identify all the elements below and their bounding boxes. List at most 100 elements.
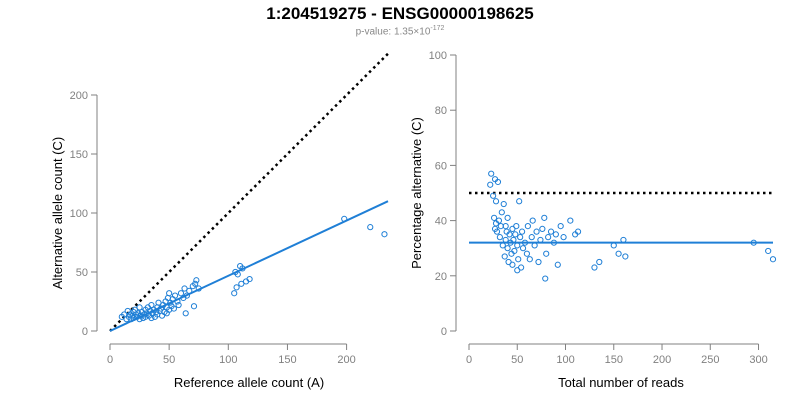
data-point [513, 223, 520, 230]
data-point [186, 287, 193, 294]
data-point [610, 242, 617, 249]
data-point [510, 236, 517, 244]
data-point [545, 234, 552, 241]
data-point [591, 264, 598, 271]
data-point [499, 242, 506, 249]
data-point [512, 231, 519, 238]
data-point [182, 310, 189, 317]
data-point [494, 178, 502, 186]
data-point [506, 231, 513, 238]
y-tick-label: 100 [70, 208, 88, 220]
data-point [531, 242, 538, 249]
x-tick-label: 300 [749, 354, 767, 366]
y-axis-title: Alternative allele count (C) [50, 137, 65, 289]
data-point [574, 228, 582, 235]
panel-right: 0 20 40 60 80 100 0 50 100 150 200 250 300 Total numb… [409, 50, 777, 390]
data-point [541, 214, 548, 221]
data-point [765, 247, 772, 255]
data-point [136, 304, 143, 311]
data-point [514, 242, 521, 249]
x-axis-title: Reference allele count (A) [174, 375, 324, 390]
x-tick-label: 100 [219, 354, 237, 366]
x-tick-label: 100 [556, 354, 574, 366]
data-point [554, 261, 561, 268]
x-tick-label: 50 [511, 354, 523, 366]
x-tick-label: 200 [337, 354, 355, 366]
data-point [515, 256, 522, 263]
chart-title: 1:204519275 - ENSG00000198625 [266, 4, 534, 23]
data-point [526, 256, 533, 263]
data-point [246, 275, 253, 283]
data-point [490, 192, 497, 199]
y-tick-label: 20 [435, 271, 447, 283]
data-point [493, 228, 501, 235]
data-point [121, 311, 128, 318]
data-point [234, 271, 241, 278]
data-point [183, 292, 190, 299]
data-point [620, 236, 627, 244]
data-point [367, 224, 374, 231]
data-point [174, 298, 181, 305]
x-tick-label: 250 [701, 354, 719, 366]
data-point [148, 301, 155, 309]
data-point [238, 280, 245, 287]
data-point [517, 234, 524, 241]
data-point [769, 256, 777, 263]
y-tick-label: 100 [429, 50, 447, 62]
data-point [542, 275, 549, 282]
y-tick-label: 50 [76, 267, 88, 279]
data-point [155, 299, 162, 306]
y-tick-label: 40 [435, 216, 447, 228]
x-axis-title: Total number of reads [558, 375, 684, 390]
p-value-exponent: -172 [430, 25, 445, 32]
data-point [492, 198, 500, 205]
data-point [239, 265, 246, 272]
y-tick-label: 60 [435, 160, 447, 172]
data-point [533, 228, 540, 235]
panel-left: 0 50 100 150 200 0 50 100 150 200 Reference allele… [50, 52, 389, 390]
data-point [171, 292, 179, 299]
data-point [518, 264, 525, 271]
x-tick-label: 200 [653, 354, 671, 366]
y-tick-label: 0 [82, 326, 88, 338]
data-point [524, 223, 531, 230]
data-point [519, 245, 527, 252]
data-point [190, 303, 198, 310]
data-point [193, 277, 200, 284]
data-point [567, 217, 574, 224]
data-point [750, 239, 757, 246]
chart-subtitle: p-value: 1.35×10-172 [0, 25, 800, 37]
data-point [496, 234, 503, 241]
data-point [518, 228, 526, 235]
data-point [550, 239, 558, 246]
data-point [181, 285, 188, 292]
data-point [504, 245, 511, 252]
data-point [547, 228, 555, 235]
x-tick-label: 0 [107, 354, 113, 366]
x-tick-label: 0 [466, 354, 472, 366]
data-point [615, 250, 622, 257]
data-point [557, 223, 564, 230]
data-point [487, 181, 494, 188]
data-point [529, 217, 536, 224]
y-tick-label: 0 [441, 326, 447, 338]
data-point [498, 209, 505, 216]
data-point [488, 170, 495, 177]
data-point [516, 198, 523, 205]
x-tick-label: 50 [163, 354, 175, 366]
data-point [539, 225, 546, 232]
y-tick-label: 150 [70, 149, 88, 161]
x-tick-label: 150 [605, 354, 623, 366]
data-point [509, 261, 516, 268]
data-point [543, 250, 550, 257]
data-point [622, 253, 629, 260]
data-point [192, 280, 199, 287]
data-point [170, 305, 177, 312]
reference-line [109, 52, 389, 332]
data-point [231, 290, 238, 297]
data-point [528, 234, 535, 241]
data-point [537, 236, 544, 244]
data-point [511, 247, 518, 255]
